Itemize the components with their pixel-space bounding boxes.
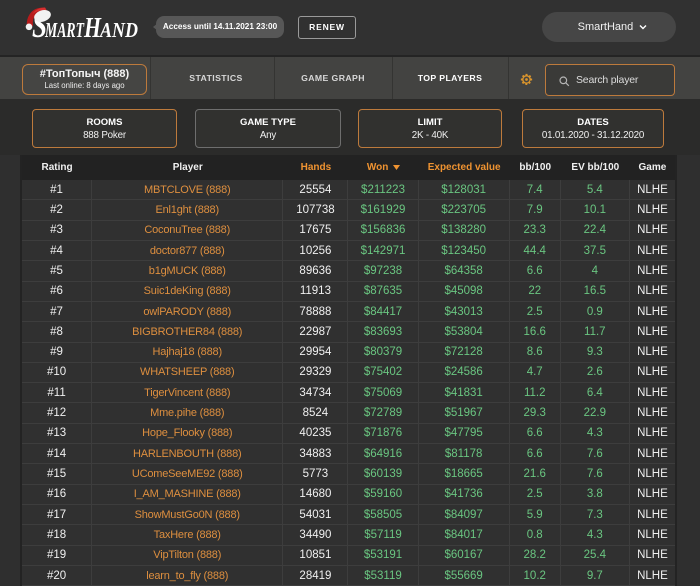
svg-text:H: H	[83, 12, 102, 44]
svg-text:AND: AND	[98, 18, 138, 42]
svg-text:MART: MART	[44, 18, 84, 42]
